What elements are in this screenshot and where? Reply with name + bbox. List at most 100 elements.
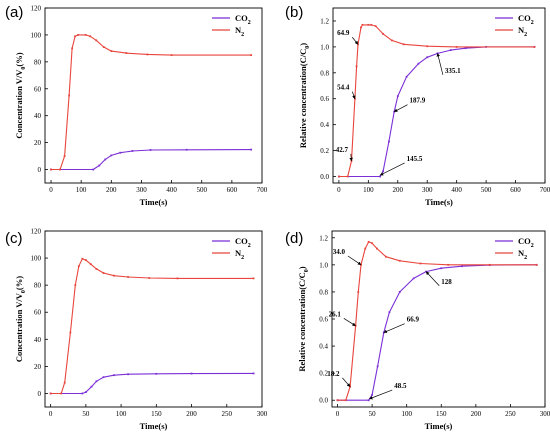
data-point-co2	[155, 372, 158, 375]
y-tick-label: 0	[38, 166, 42, 174]
data-point-co2	[81, 392, 84, 395]
chart-panel-d: (d) 0 50 100 150 200 250 300 0.0 0.2 0.4 0.6 0.8 1.0 1…	[285, 230, 550, 431]
y-tick-label: 60	[34, 309, 42, 317]
panel-label: (a)	[5, 4, 23, 21]
annotation-arrow	[436, 53, 444, 75]
data-point-n2	[360, 26, 362, 29]
data-point-n2	[69, 331, 72, 334]
data-point-n2	[535, 263, 538, 266]
annotation-label: 64.9	[337, 29, 350, 37]
legend-label-main: CO	[235, 13, 248, 23]
annotation-arrow	[343, 317, 356, 327]
y-tick-label: 0.2	[320, 147, 329, 155]
data-point-co2	[98, 164, 101, 167]
data-point-n2	[367, 240, 370, 243]
data-point-co2	[417, 62, 420, 65]
annotation-arrow	[342, 377, 351, 387]
annotation-label: 26.1	[329, 310, 342, 318]
x-tick-label: 0	[49, 410, 53, 418]
data-point-co2	[412, 277, 415, 280]
legend-label-main: CO	[518, 13, 531, 23]
x-tick-label: 200	[393, 186, 404, 194]
legend-label-subscript: 2	[241, 32, 244, 38]
y-axis-label-subscript: 0	[305, 46, 311, 49]
data-point-co2	[113, 374, 115, 377]
x-tick-label: 50	[82, 410, 90, 418]
y-tick-label: 60	[34, 85, 42, 93]
data-point-n2	[336, 399, 339, 402]
x-tick-label: 150	[436, 410, 447, 418]
y-axis-label-unit: (%)	[14, 52, 24, 66]
data-point-co2	[119, 151, 122, 154]
data-point-n2	[252, 277, 255, 280]
y-tick-label: 40	[34, 112, 42, 120]
data-point-co2	[464, 47, 467, 50]
plot-frame	[331, 230, 546, 408]
data-point-co2	[190, 372, 193, 375]
annotation-label: 128	[441, 278, 452, 286]
annotation-arrow	[393, 104, 408, 113]
data-point-co2	[371, 393, 374, 396]
data-point-n2	[385, 255, 387, 258]
annotation-arrow	[369, 389, 393, 400]
series-line-n2	[337, 241, 537, 401]
annotation-label: 66.9	[407, 316, 420, 324]
y-tick-label: 0.0	[319, 397, 328, 405]
data-point-n2	[63, 155, 66, 157]
x-tick-label: 200	[471, 410, 482, 418]
data-point-co2	[127, 373, 130, 376]
x-tick-label: 300	[422, 186, 433, 194]
y-tick-label: 20	[34, 363, 42, 371]
data-point-co2	[367, 399, 370, 402]
data-point-n2	[95, 268, 98, 270]
plot-frame	[44, 7, 263, 184]
data-point-co2	[84, 391, 87, 394]
data-point-n2	[110, 50, 113, 52]
data-point-co2	[90, 385, 93, 388]
legend-label-subscript: 2	[524, 32, 527, 38]
x-tick-label: 250	[505, 410, 516, 418]
y-tick-label: 0.8	[319, 288, 328, 296]
data-point-co2	[461, 265, 463, 268]
data-point-n2	[337, 175, 340, 178]
data-point-n2	[367, 23, 370, 26]
legend-label-co2: CO2	[518, 236, 534, 249]
data-point-n2	[125, 52, 128, 54]
data-point-n2	[84, 34, 87, 36]
data-point-co2	[102, 376, 105, 379]
data-point-co2	[426, 56, 429, 59]
x-tick-label: 700	[257, 186, 268, 194]
data-point-n2	[102, 46, 105, 48]
y-axis-label-main: Relative concentration(C/C	[298, 49, 308, 148]
data-point-n2	[370, 23, 373, 26]
panel-label: (d)	[285, 230, 303, 247]
y-tick-label: 1.0	[320, 43, 329, 51]
data-point-n2	[50, 168, 52, 171]
annotation-label: 145.5	[407, 155, 423, 163]
legend-label-subscript: 2	[531, 20, 534, 26]
x-tick-label: 500	[196, 186, 207, 194]
legend-label-main: N	[235, 248, 242, 258]
y-tick-label: 120	[31, 228, 42, 236]
y-tick-label: 100	[31, 31, 42, 39]
y-tick-label: 80	[34, 58, 42, 66]
data-point-n2	[102, 272, 105, 274]
x-tick-label: 50	[369, 410, 377, 418]
legend-label-main: N	[235, 25, 242, 35]
data-point-co2	[449, 49, 452, 52]
data-point-n2	[89, 35, 92, 38]
data-point-co2	[388, 311, 391, 314]
data-point-n2	[74, 35, 77, 38]
data-point-n2	[148, 277, 151, 279]
data-point-co2	[388, 140, 390, 143]
y-tick-label: 40	[34, 336, 42, 344]
y-tick-label: 0.0	[320, 173, 329, 181]
data-point-co2	[95, 380, 98, 383]
legend-label-main: N	[518, 25, 525, 35]
x-tick-label: 0	[337, 186, 341, 194]
data-point-co2	[110, 154, 113, 157]
data-point-n2	[344, 399, 347, 402]
data-point-n2	[398, 259, 401, 262]
series-line-n2	[51, 34, 252, 171]
